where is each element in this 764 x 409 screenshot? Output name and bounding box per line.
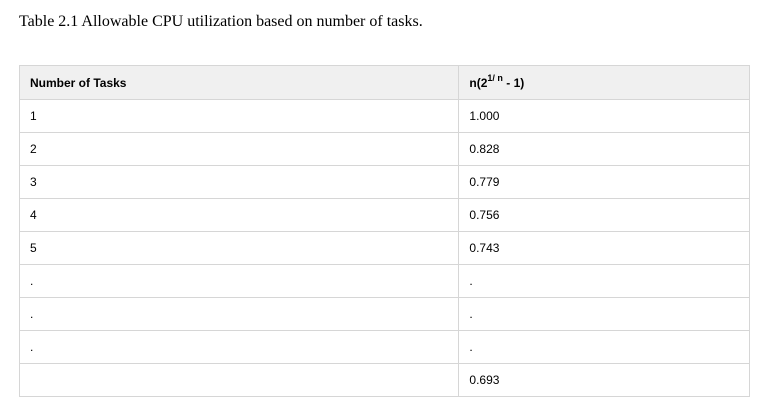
formula-base: n(2 (469, 75, 488, 90)
table-row: 0.693 (18, 363, 750, 397)
cpu-utilization-table: Number of Tasks n(21/ n - 1) 1 1.000 2 0… (18, 65, 750, 397)
cell-number-of-tasks: . (18, 330, 460, 364)
table-row: . . (18, 297, 750, 331)
formula-tail: - 1) (502, 75, 525, 90)
cell-number-of-tasks: . (18, 264, 460, 298)
table-row: 5 0.743 (18, 231, 750, 265)
cell-utilization: . (458, 330, 750, 364)
table-header-row: Number of Tasks n(21/ n - 1) (18, 65, 750, 100)
cell-utilization: 1.000 (458, 99, 750, 133)
cell-utilization: 0.743 (458, 231, 750, 265)
header-utilization-formula: n(21/ n - 1) (458, 65, 750, 100)
table-row: 3 0.779 (18, 165, 750, 199)
formula-exponent: 1/ n (487, 72, 503, 83)
cell-utilization: 0.828 (458, 132, 750, 166)
cell-number-of-tasks: 3 (18, 165, 460, 199)
table-caption: Table 2.1 Allowable CPU utilization base… (19, 13, 423, 30)
cell-utilization: 0.693 (458, 363, 750, 397)
cell-utilization: . (458, 297, 750, 331)
cell-number-of-tasks: 4 (18, 198, 460, 232)
cell-number-of-tasks: 5 (18, 231, 460, 265)
table-row: 4 0.756 (18, 198, 750, 232)
table-row: 2 0.828 (18, 132, 750, 166)
header-number-of-tasks: Number of Tasks (18, 65, 460, 100)
table-row: 1 1.000 (18, 99, 750, 133)
table-row: . . (18, 264, 750, 298)
cell-number-of-tasks: 1 (18, 99, 460, 133)
table-row: . . (18, 330, 750, 364)
cell-number-of-tasks: 2 (18, 132, 460, 166)
cell-utilization: 0.756 (458, 198, 750, 232)
cell-utilization: . (458, 264, 750, 298)
cell-number-of-tasks (18, 363, 460, 397)
cell-utilization: 0.779 (458, 165, 750, 199)
cell-number-of-tasks: . (18, 297, 460, 331)
